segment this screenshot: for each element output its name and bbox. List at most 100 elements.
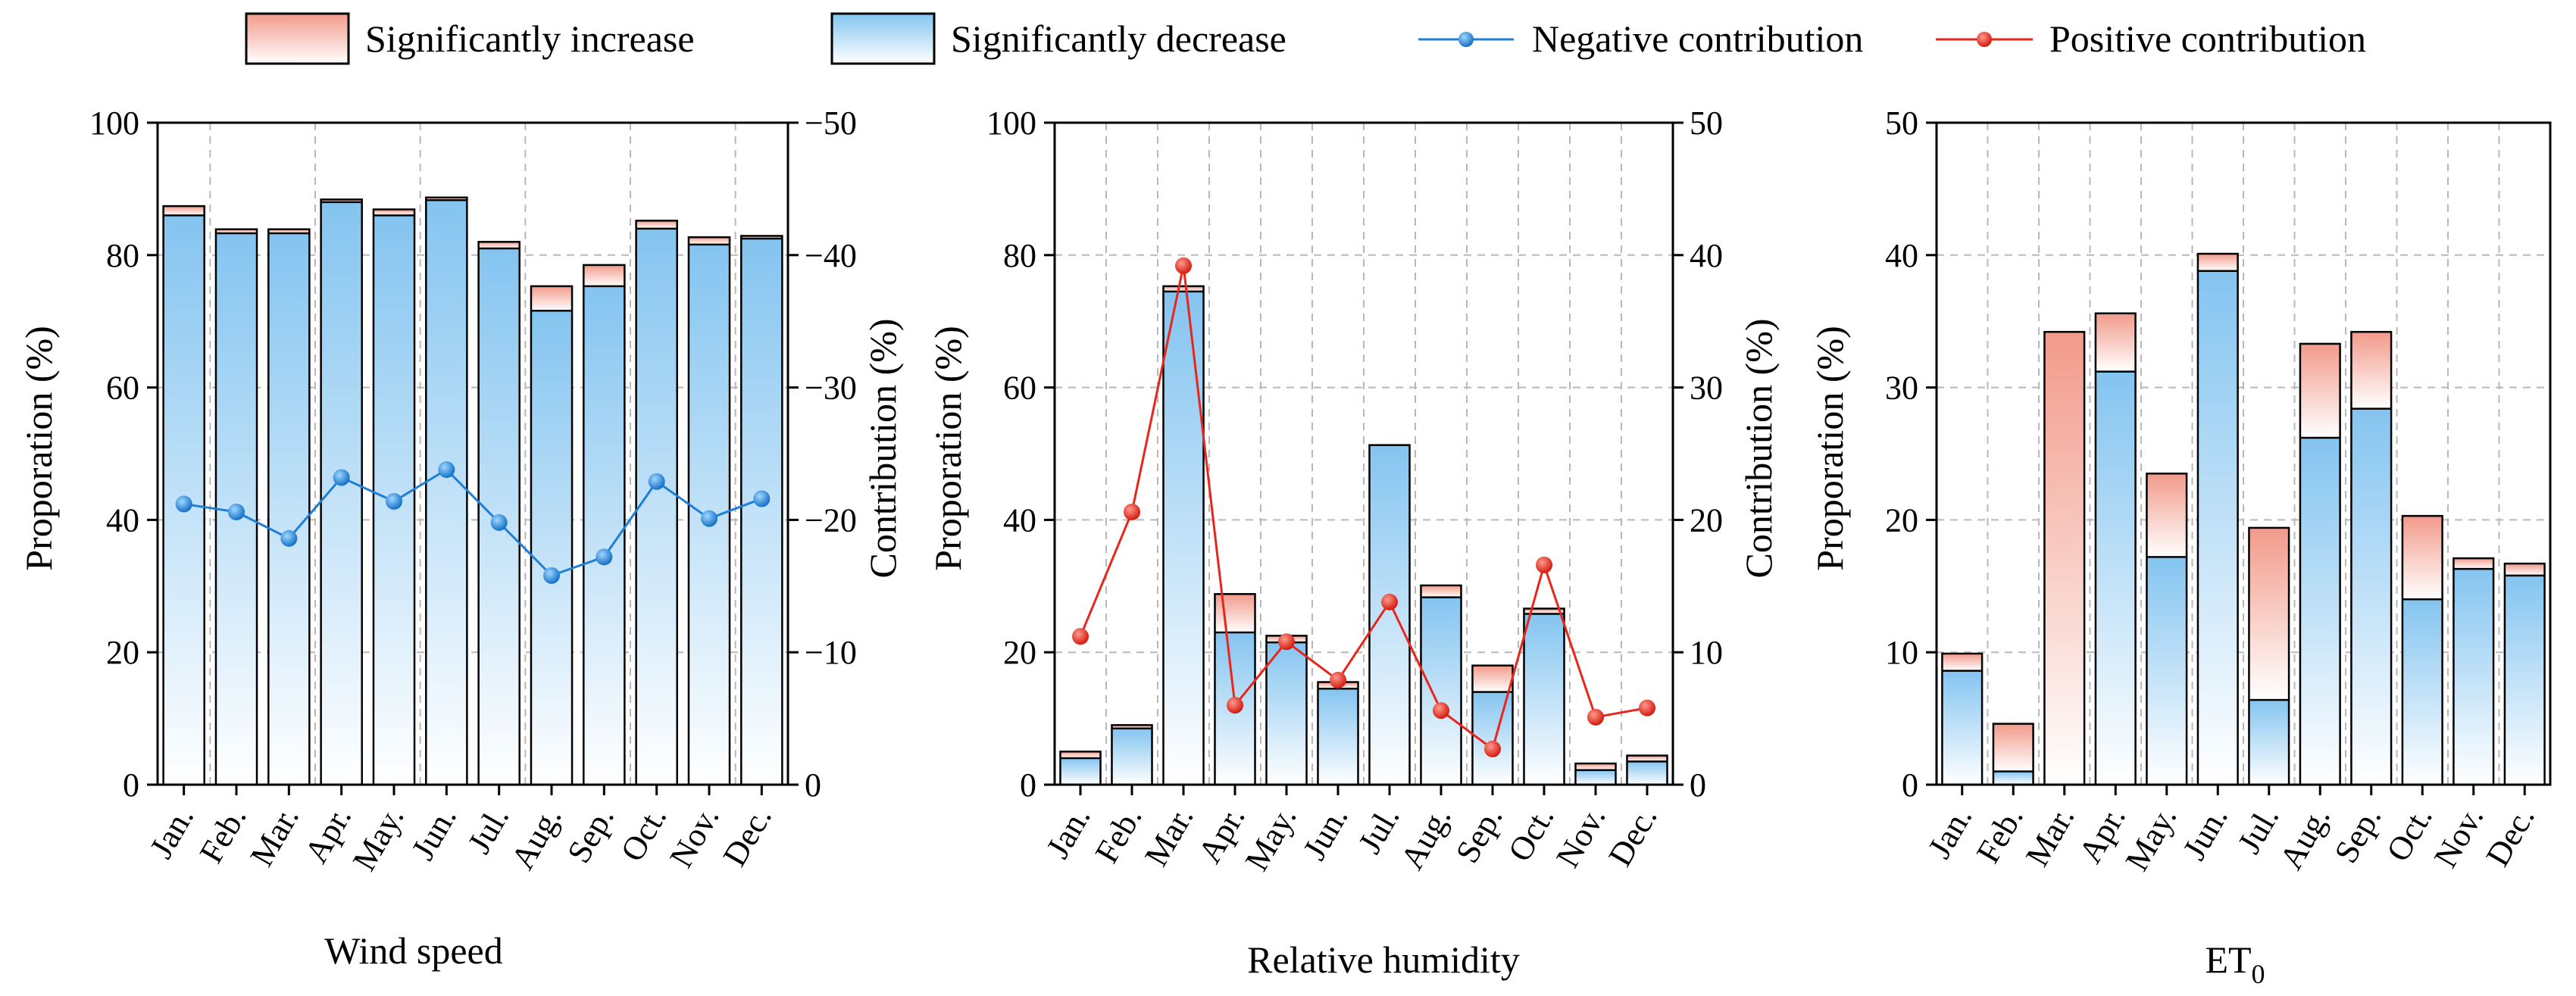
- y-tick-label: 0: [123, 767, 139, 804]
- increase-bar: [1163, 286, 1204, 292]
- decrease-bar: [1369, 445, 1410, 785]
- grid: [158, 123, 788, 785]
- et0-panel: Proporation (%) ET0 01020304050Jan.Feb.M…: [1809, 105, 2552, 989]
- x-tick-label: Jun.: [404, 801, 463, 866]
- increase-bar: [2299, 343, 2340, 439]
- x-tick-label: Jun.: [1296, 801, 1355, 866]
- decrease-bar: [1421, 597, 1462, 785]
- contribution-point: [596, 548, 613, 566]
- y-tick-label: 30: [1885, 370, 1918, 407]
- increase-bar: [373, 209, 415, 216]
- increase-bar: [1421, 585, 1462, 598]
- contribution-point: [1587, 708, 1604, 726]
- y-tick-label: 60: [106, 370, 139, 407]
- wind-speed-y-title: Proporation (%): [17, 326, 60, 571]
- x-tick-label: Sep.: [2327, 801, 2388, 870]
- legend: Significantly increase Significantly dec…: [245, 12, 2366, 65]
- x-tick-label: Jan.: [142, 801, 201, 865]
- negative-contribution-series: [175, 461, 771, 584]
- contribution-point: [333, 469, 350, 486]
- decrease-bar: [2402, 599, 2443, 785]
- x-tick-label: Aug.: [1393, 801, 1458, 876]
- decrease-bar: [1575, 770, 1616, 785]
- y-tick-label: 40: [1885, 237, 1918, 274]
- x-tick-label: Nov.: [1549, 801, 1612, 874]
- et0-x-title-subscript: 0: [2252, 959, 2265, 989]
- legend-decrease-swatch: [830, 12, 936, 65]
- y-tick-label: 80: [106, 237, 139, 274]
- y-tick-label: 20: [1003, 634, 1036, 671]
- contribution-point: [1381, 593, 1398, 610]
- increase-bar: [2146, 473, 2187, 557]
- y-tick-label: 10: [1885, 634, 1918, 671]
- contribution-line: [1079, 265, 1648, 751]
- wind-speed-x-title: Wind speed: [324, 929, 502, 972]
- y2-tick-label: −20: [805, 501, 857, 539]
- decrease-bar: [530, 311, 573, 785]
- contribution-point: [1639, 699, 1655, 717]
- grid: [1055, 123, 1673, 785]
- wind-speed-panel: Proporation (%) Contribution (%) Wind sp…: [17, 105, 904, 972]
- contribution-point: [1072, 628, 1089, 645]
- y2-tick-label: 0: [1690, 767, 1706, 804]
- decrease-bar: [2351, 408, 2392, 785]
- y2-tick-label: −40: [805, 237, 857, 274]
- contribution-point: [1484, 740, 1501, 757]
- y-tick-label: 0: [1902, 767, 1918, 804]
- y2-tick-label: 20: [1690, 501, 1723, 539]
- wind-speed-y2-title: Contribution (%): [861, 318, 904, 578]
- increase-bar: [268, 229, 310, 233]
- grid: [1937, 123, 2550, 785]
- contribution-point: [1124, 503, 1140, 520]
- increase-bar: [530, 286, 573, 311]
- contribution-point: [543, 567, 560, 584]
- humidity-y2-title: Contribution (%): [1737, 318, 1780, 578]
- x-tick-label: Mar.: [1137, 801, 1200, 873]
- y-tick-label: 0: [1020, 767, 1036, 804]
- y-tick-label: 20: [1885, 501, 1918, 539]
- y2-tick-label: −10: [805, 634, 857, 671]
- legend-negative-label: Negative contribution: [1532, 17, 1863, 60]
- legend-positive-marker: [1977, 32, 1992, 47]
- plot-frame: [1053, 121, 1674, 786]
- y-tick-label: 40: [1003, 501, 1036, 539]
- decrease-bar: [1627, 761, 1668, 785]
- increase-bar: [636, 220, 677, 229]
- contribution-point: [280, 529, 298, 547]
- et0-x-title-main: ET: [2205, 938, 2251, 981]
- increase-bar: [583, 264, 625, 286]
- relative-humidity-panel: Proporation (%) Contribution (%) Relativ…: [927, 105, 1780, 981]
- legend-decrease-label: Significantly decrease: [951, 17, 1286, 60]
- decrease-bar: [1163, 291, 1204, 785]
- decrease-bar: [636, 228, 677, 785]
- increase-bar: [426, 197, 467, 201]
- contribution-point: [1227, 697, 1243, 714]
- contribution-point: [1536, 556, 1552, 573]
- contribution-point: [648, 473, 665, 490]
- y2-tick-label: −50: [805, 105, 857, 142]
- x-tick-label: May.: [1238, 801, 1304, 877]
- increase-bar: [1627, 755, 1668, 762]
- decrease-bar: [1942, 670, 1983, 785]
- bars: [1941, 252, 2546, 786]
- legend-increase-label: Significantly increase: [365, 17, 695, 60]
- contribution-point: [701, 510, 717, 527]
- y-tick-label: 40: [106, 501, 139, 539]
- x-tick-label: Feb.: [192, 801, 254, 870]
- decrease-bar: [1111, 728, 1152, 785]
- contribution-point: [438, 461, 455, 478]
- contribution-point: [1433, 702, 1449, 720]
- increase-bar: [1942, 653, 1983, 671]
- decrease-bar: [1266, 642, 1307, 785]
- increase-bar: [478, 242, 520, 249]
- contribution-point: [228, 503, 245, 520]
- increase-bar: [2504, 564, 2545, 576]
- decrease-bar: [2146, 557, 2187, 785]
- contribution-point: [175, 495, 192, 513]
- x-tick-label: May.: [345, 801, 411, 877]
- decrease-bar: [1318, 688, 1358, 785]
- x-tick-label: Feb.: [1088, 801, 1149, 870]
- increase-bar: [2197, 254, 2238, 271]
- increase-bar: [2402, 516, 2443, 600]
